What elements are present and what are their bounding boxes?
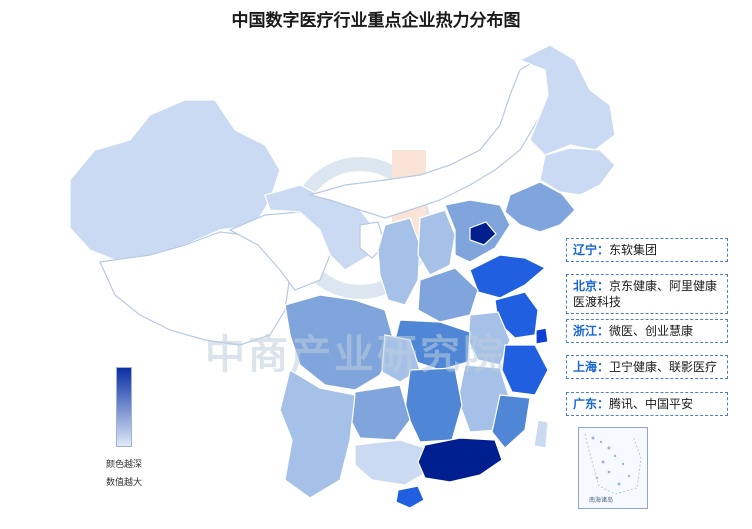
- region-henan: [417, 267, 479, 323]
- info-companies-shanghai: 卫宁健康、联影医疗: [609, 360, 718, 374]
- region-fujian: [491, 394, 531, 449]
- region-sichuan: [284, 294, 396, 391]
- region-taiwan: [533, 419, 549, 449]
- region-xinjiang: [69, 99, 281, 261]
- info-city-guangdong: 广东：: [573, 397, 610, 411]
- region-guangdong: [417, 437, 503, 483]
- info-box-zhejiang: 浙江：微医、创业慧康: [566, 319, 728, 343]
- region-jilin: [539, 147, 616, 196]
- region-qinghai: [228, 211, 331, 291]
- info-box-shanghai: 上海：卫宁健康、联影医疗: [566, 355, 728, 379]
- legend-label-larger: 数值越大: [106, 478, 143, 488]
- info-companies-liaoning: 东软集团: [609, 243, 658, 257]
- info-city-zhejiang: 浙江：: [573, 324, 610, 338]
- info-box-beijing: 北京：京东健康、阿里健康医渡科技: [566, 274, 728, 314]
- region-beijing: [469, 221, 497, 246]
- region-liaoning: [504, 181, 576, 233]
- legend-gradient-bar: [116, 367, 132, 447]
- region-yunnan: [279, 369, 356, 499]
- region-hainan: [395, 485, 425, 509]
- info-box-guangdong: 广东：腾讯、中国平安: [566, 392, 728, 416]
- inset-islands: [584, 433, 642, 495]
- legend-label-darker: 颜色越深: [106, 460, 143, 470]
- info-companies-guangdong: 腾讯、中国平安: [609, 397, 694, 411]
- region-shandong: [469, 254, 547, 299]
- region-hunan: [404, 367, 463, 443]
- info-companies-zhejiang: 微医、创业慧康: [609, 324, 694, 338]
- region-guizhou: [347, 384, 411, 441]
- info-city-beijing: 北京：: [573, 279, 610, 293]
- info-city-shanghai: 上海：: [573, 360, 610, 374]
- page-title: 中国数字医疗行业重点企业热力分布图: [231, 11, 521, 31]
- region-tibet: [99, 231, 291, 346]
- info-city-liaoning: 辽宁：: [573, 243, 610, 257]
- region-shaanxi: [377, 217, 421, 306]
- info-box-liaoning: 辽宁：东软集团: [566, 238, 728, 262]
- region-guangxi: [354, 439, 431, 486]
- region-heilongjiang: [518, 44, 616, 156]
- inset-label: 南海诸岛: [589, 497, 614, 504]
- region-zhejiang: [501, 344, 549, 396]
- south-china-sea-inset: 南海诸岛: [578, 427, 648, 509]
- region-shanghai: [535, 327, 549, 345]
- info-companies-beijing: 京东健康、阿里健康医渡科技: [573, 279, 718, 309]
- region-shanxi: [417, 209, 456, 276]
